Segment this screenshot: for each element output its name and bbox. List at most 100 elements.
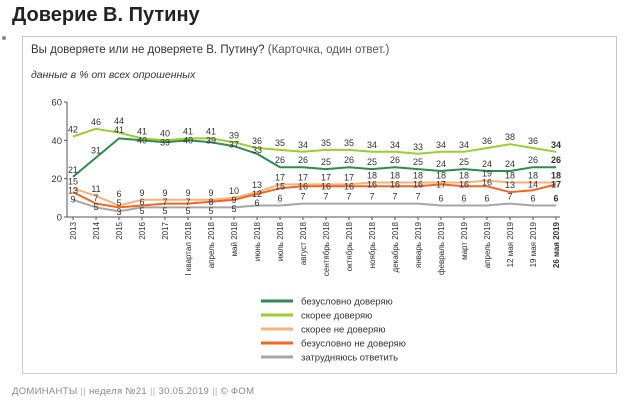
data-label: 25 — [413, 157, 423, 167]
data-label: 5 — [185, 206, 190, 216]
data-label: 36 — [252, 136, 262, 146]
x-tick-label: 2016 — [138, 221, 147, 239]
y-tick-label: 40 — [51, 136, 62, 147]
x-tick-label: апрель 2019 — [483, 221, 492, 268]
data-label: 9 — [185, 188, 190, 198]
x-tick-label: апрель 2018 — [207, 221, 216, 268]
x-tick-label: июль 2018 — [276, 221, 285, 261]
footer-date: 30.05.2019 — [158, 386, 210, 397]
data-label: 18 — [505, 171, 515, 181]
data-label: 26 — [528, 155, 538, 165]
data-label: 7 — [93, 193, 98, 203]
data-label: 46 — [91, 117, 101, 127]
data-label: 18 — [367, 171, 377, 181]
x-tick-label: 12 мая 2019 — [506, 221, 515, 267]
data-label: 26 — [344, 155, 354, 165]
data-label: 7 — [369, 192, 374, 202]
data-label: 40 — [137, 135, 147, 145]
data-label: 35 — [321, 138, 331, 148]
data-label: 34 — [459, 140, 469, 150]
data-label: 16 — [390, 180, 400, 190]
data-label: 24 — [482, 159, 492, 169]
legend-label: затрудняюсь ответить — [301, 353, 398, 364]
question-text: Вы доверяете или не доверяете В. Путину? — [31, 44, 265, 56]
data-label: 41 — [137, 126, 147, 136]
data-label: 17 — [275, 172, 285, 182]
data-label: 18 — [413, 171, 423, 181]
x-tick-label: февраль 2019 — [437, 221, 446, 275]
data-label: 25 — [459, 157, 469, 167]
data-label: 9 — [139, 188, 144, 198]
data-label: 7 — [392, 192, 397, 202]
data-label: 8 — [208, 197, 213, 207]
x-tick-label: сентябрь 2018 — [322, 221, 331, 276]
y-tick-label: 0 — [57, 213, 62, 224]
x-tick-label: январь 2019 — [414, 221, 423, 268]
data-label: 36 — [528, 136, 538, 146]
chart-subtitle: данные в % от всех опрошенных — [31, 69, 196, 81]
data-label: 40 — [160, 128, 170, 138]
data-label: 16 — [459, 180, 469, 190]
data-label: 14 — [528, 180, 538, 190]
data-label: 7 — [323, 192, 328, 202]
footer-issue: неделя №21 — [89, 386, 148, 397]
data-label: 6 — [254, 198, 259, 208]
x-tick-label: ноябрь 2018 — [368, 221, 377, 268]
data-label: 39 — [229, 130, 239, 140]
chart-card: Вы доверяете или не доверяете В. Путину?… — [22, 36, 617, 374]
data-label: 9 — [231, 195, 236, 205]
data-label: 39 — [160, 137, 170, 147]
data-label: 6 — [530, 194, 535, 204]
data-label: 33 — [252, 145, 262, 155]
data-label: 6 — [484, 194, 489, 204]
data-label: 34 — [436, 140, 446, 150]
series-line-4 — [72, 198, 556, 213]
data-label: 5 — [208, 206, 213, 216]
data-label: 5 — [231, 204, 236, 214]
data-label: 41 — [206, 126, 216, 136]
data-label: 11 — [91, 184, 100, 194]
data-label: 6 — [438, 194, 443, 204]
data-label: 16 — [298, 181, 308, 191]
legend-label: скорее не доверяю — [301, 325, 385, 336]
footer: ДОМИНАНТЫ || неделя №21 || 30.05.2019 || © ФОМ — [12, 386, 254, 397]
data-label: 6 — [116, 189, 121, 199]
data-label: 31 — [91, 146, 101, 156]
data-label: 17 — [551, 180, 561, 190]
x-tick-label: октябрь 2018 — [345, 221, 354, 271]
data-label: 18 — [528, 171, 538, 181]
series-line-1 — [72, 127, 557, 155]
data-label: 12 — [252, 189, 262, 199]
data-label: 9 — [70, 194, 75, 204]
data-label: 25 — [367, 157, 377, 167]
footer-brand: ДОМИНАНТЫ — [12, 386, 78, 397]
series-line-2 — [72, 179, 556, 207]
data-label: 34 — [367, 140, 377, 150]
data-label: 15 — [68, 176, 78, 186]
data-label: 41 — [114, 125, 124, 135]
data-label: 26 — [551, 155, 561, 165]
data-label: 24 — [436, 159, 446, 169]
data-label: 5 — [93, 202, 98, 212]
x-tick-label: 2013 — [69, 221, 78, 239]
data-label: 6 — [553, 194, 558, 204]
data-label: 21 — [68, 165, 78, 175]
x-tick-label: декабрь 2018 — [391, 221, 400, 272]
data-label: 5 — [139, 206, 144, 216]
data-label: 17 — [344, 172, 354, 182]
footer-separator: || — [80, 386, 87, 397]
data-label: 35 — [344, 138, 354, 148]
data-label: 34 — [390, 140, 400, 150]
footer-separator: || — [150, 386, 156, 397]
data-label: 25 — [321, 157, 331, 167]
y-tick-label: 20 — [51, 174, 62, 185]
data-label: 38 — [505, 132, 515, 142]
data-label: 13 — [252, 180, 262, 190]
data-label: 9 — [162, 188, 167, 198]
x-tick-label: 19 мая 2019 — [529, 221, 538, 267]
data-label: 42 — [68, 125, 78, 135]
data-label: 41 — [183, 126, 193, 136]
data-label: 6 — [277, 194, 282, 204]
data-label: 15 — [275, 181, 285, 191]
x-tick-label: март 2019 — [460, 221, 469, 259]
